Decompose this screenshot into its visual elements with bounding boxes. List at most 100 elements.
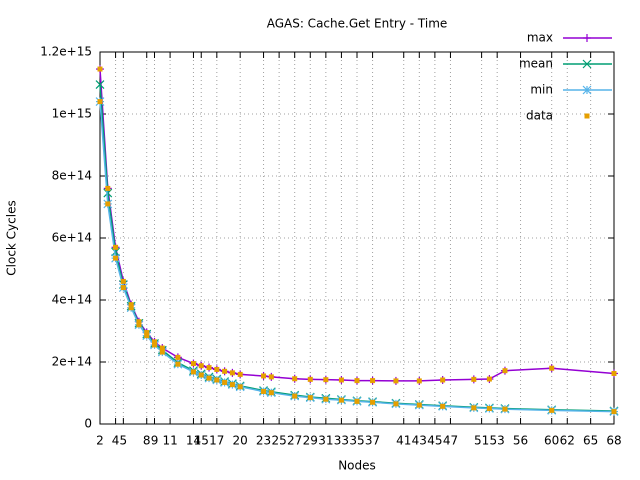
data-point — [128, 305, 134, 311]
legend-label: min — [530, 83, 553, 97]
x-tick-label: 33 — [334, 434, 349, 448]
legend-label: data — [526, 109, 553, 123]
x-tick-label: 14 — [186, 434, 201, 448]
data-point — [292, 376, 298, 382]
data-point — [354, 378, 360, 384]
point — [582, 85, 592, 95]
legend-label: max — [527, 31, 553, 45]
y-tick-label: 6e+14 — [52, 231, 92, 245]
data-point — [144, 330, 150, 336]
data-point — [440, 377, 446, 383]
y-tick-label: 1e+15 — [52, 107, 92, 121]
x-tick-label: 9 — [151, 434, 159, 448]
x-tick-label: 31 — [318, 434, 333, 448]
x-tick-label: 25 — [271, 434, 286, 448]
data-point — [229, 370, 235, 376]
marker-stroke — [111, 247, 121, 257]
data-point — [338, 397, 344, 403]
point — [583, 34, 591, 42]
marker-stroke — [95, 80, 105, 89]
data-point — [611, 409, 617, 415]
data-point — [120, 285, 126, 291]
data-point — [136, 322, 142, 328]
data-point — [198, 363, 204, 369]
x-tick-label: 2 — [96, 434, 104, 448]
data-point — [471, 376, 477, 382]
data-point — [206, 375, 212, 381]
data-point — [292, 393, 298, 399]
point — [103, 188, 113, 198]
x-axis-label: Nodes — [338, 459, 376, 473]
x-tick-label: 37 — [365, 434, 380, 448]
data-point — [120, 278, 126, 284]
data-point — [97, 99, 103, 105]
x-tick-label: 23 — [256, 434, 271, 448]
y-tick-label: 1.2e+15 — [40, 45, 92, 59]
y-tick-label: 4e+14 — [52, 293, 92, 307]
data-point — [175, 354, 181, 360]
data-point — [440, 403, 446, 409]
data-point — [229, 382, 235, 388]
data-point — [354, 398, 360, 404]
plot-border — [99, 51, 615, 425]
y-tick-label: 0 — [84, 417, 92, 431]
data-point — [113, 255, 119, 261]
x-tick-label: 60 — [544, 434, 559, 448]
marker-stroke — [582, 85, 592, 95]
data-point — [105, 185, 111, 191]
data-point — [370, 378, 376, 384]
data-point — [97, 66, 103, 72]
data-point — [323, 377, 329, 383]
data-point — [198, 372, 204, 378]
x-tick-label: 68 — [606, 434, 621, 448]
data-point — [268, 390, 274, 396]
y-tick-label: 8e+14 — [52, 169, 92, 183]
point — [111, 247, 121, 257]
data-point — [152, 339, 158, 345]
data-point — [323, 396, 329, 402]
data-point — [159, 345, 165, 351]
x-tick-label: 35 — [349, 434, 364, 448]
data-point — [307, 376, 313, 382]
x-tick-label: 43 — [412, 434, 427, 448]
data-point — [502, 406, 508, 412]
data-point — [175, 361, 181, 367]
point — [95, 80, 105, 89]
point — [582, 59, 592, 69]
data-point — [190, 369, 196, 375]
marker-stroke — [103, 188, 113, 198]
x-tick-label: 17 — [209, 434, 224, 448]
data-point — [471, 405, 477, 411]
data-point — [152, 342, 158, 348]
data-point — [105, 201, 111, 207]
data-point — [393, 378, 399, 384]
data-point — [190, 361, 196, 367]
data-point — [206, 365, 212, 371]
data-point — [549, 407, 555, 413]
marker-stroke — [582, 59, 592, 69]
x-tick-label: 47 — [443, 434, 458, 448]
legend-swatch — [584, 113, 590, 119]
x-tick-label: 15 — [194, 434, 209, 448]
x-tick-label: 27 — [287, 434, 302, 448]
data-point — [549, 365, 555, 371]
x-tick-label: 65 — [583, 434, 598, 448]
data-point — [144, 333, 150, 339]
data-point — [486, 406, 492, 411]
x-tick-label: 11 — [162, 434, 177, 448]
data-point — [416, 402, 422, 408]
x-tick-label: 4 — [112, 434, 120, 448]
x-tick-label: 56 — [513, 434, 528, 448]
data-point — [416, 378, 422, 384]
data-point — [486, 376, 492, 382]
x-tick-label: 29 — [303, 434, 318, 448]
y-axis-label: Clock Cycles — [5, 200, 19, 275]
data-point — [136, 319, 142, 325]
x-tick-label: 41 — [396, 434, 411, 448]
data-point — [237, 371, 243, 377]
data-point — [128, 302, 134, 308]
chart-title: AGAS: Cache.Get Entry - Time — [267, 17, 448, 31]
data-point — [370, 399, 376, 405]
